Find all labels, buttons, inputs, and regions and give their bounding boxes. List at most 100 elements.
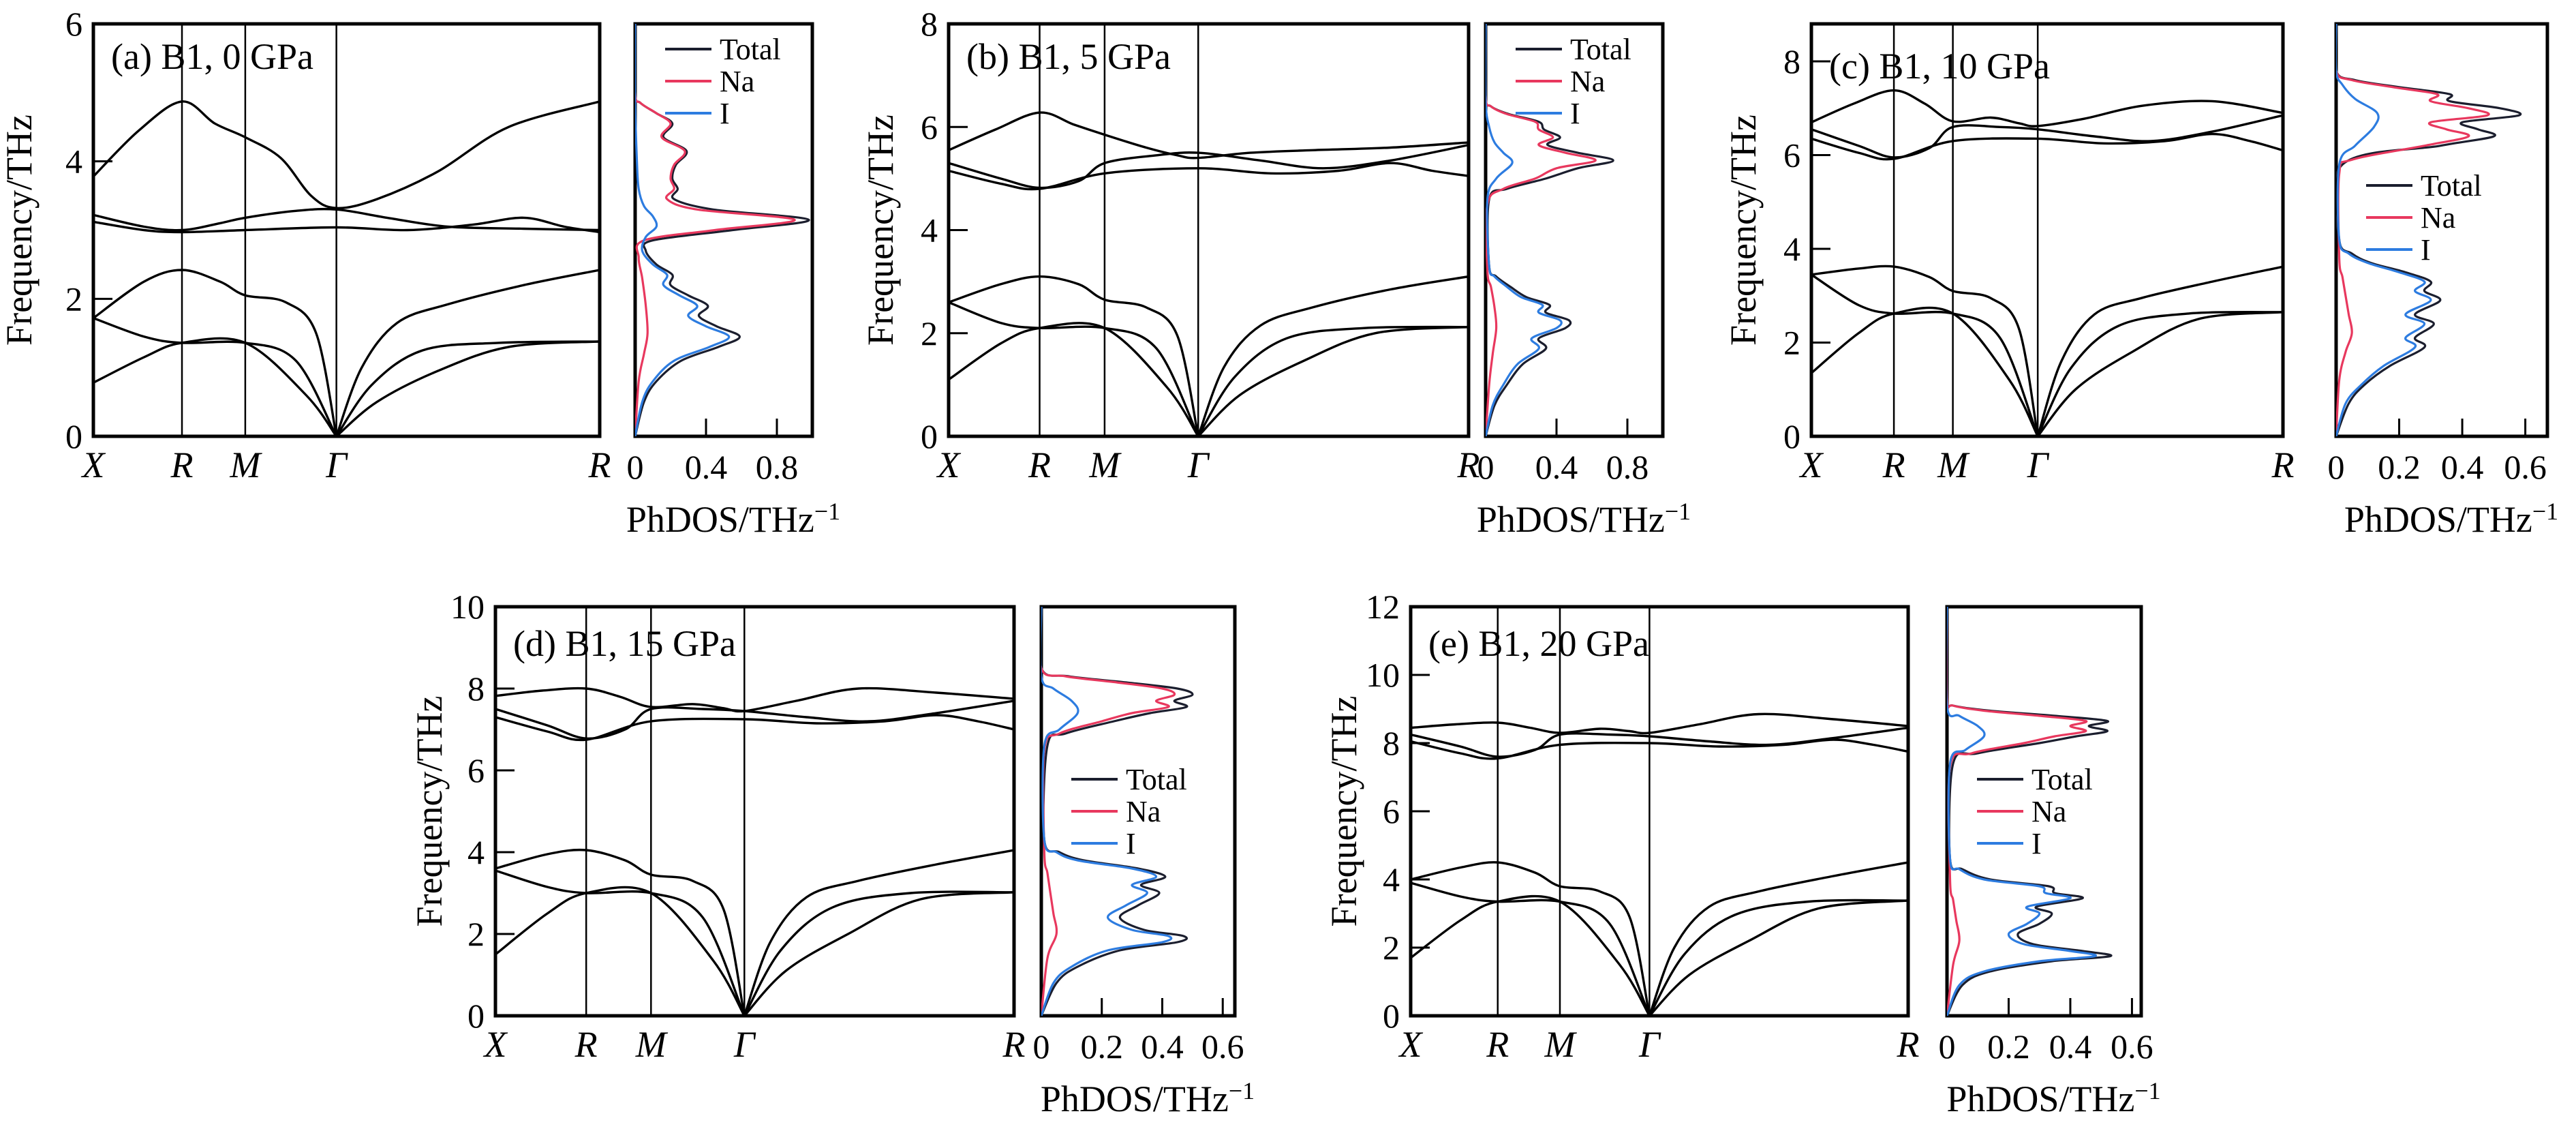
legend-label-total: Total <box>2031 763 2093 796</box>
freq-tick-label: 8 <box>1383 724 1400 762</box>
panel-c-title: (c) B1, 10 GPa <box>1829 46 2050 87</box>
legend-label-total: Total <box>1126 763 1187 796</box>
freq-axis-label-c: Frequency/THz <box>1723 115 1764 346</box>
legend-label-i: I <box>1126 827 1136 860</box>
band-branch-ta2 <box>949 322 1469 436</box>
band-branch-to2 <box>949 162 1469 191</box>
dos-curve-total <box>635 24 810 436</box>
band-branch-lo <box>949 111 1469 160</box>
freq-tick-label: 8 <box>467 669 485 708</box>
panel-a-title: (a) B1, 0 GPa <box>111 36 313 77</box>
legend-label-i: I <box>2421 233 2431 267</box>
freq-tick-label: 6 <box>1383 792 1400 830</box>
dos-tick-label: 0.4 <box>1535 448 1578 486</box>
dos-tick-label: 0.4 <box>2441 448 2484 486</box>
dos-curve-i <box>635 24 731 436</box>
freq-tick-label: 4 <box>65 142 82 181</box>
band-branch-ta1 <box>949 301 1469 436</box>
freq-axis-label-d: Frequency/THz <box>409 696 450 927</box>
band-branch-la <box>1411 861 1908 1016</box>
band-branch-la <box>495 848 1014 1016</box>
freq-tick-label: 0 <box>467 997 485 1035</box>
k-label-d-2: M <box>635 1024 669 1065</box>
legend-label-na: Na <box>1570 65 1605 98</box>
legend-label-total: Total <box>2421 169 2482 202</box>
k-label-b-2: M <box>1088 444 1122 485</box>
k-label-a-3: Γ <box>325 444 348 485</box>
band-branch-la <box>93 269 600 436</box>
freq-tick-label: 10 <box>450 588 485 626</box>
legend-label-i: I <box>1570 97 1580 130</box>
freq-axis-label-b: Frequency/THz <box>860 115 901 346</box>
dos-curve-na <box>1486 24 1597 436</box>
dos-curve-total <box>1947 607 2113 1016</box>
legend-label-total: Total <box>720 33 781 66</box>
band-branch-to1 <box>949 144 1469 190</box>
freq-tick-label: 4 <box>1383 860 1400 899</box>
band-branch-ta1 <box>1411 881 1908 1016</box>
dos-tick-label: 0.6 <box>2504 448 2547 486</box>
legend-label-i: I <box>720 97 730 130</box>
k-label-b-1: R <box>1028 444 1051 485</box>
dos-tick-label: 0 <box>1939 1027 1956 1066</box>
k-label-a-1: R <box>170 444 194 485</box>
k-label-a-4: R <box>588 444 611 485</box>
band-branch-la <box>949 275 1469 436</box>
k-label-b-4: R <box>1457 444 1480 485</box>
freq-axis-label-e: Frequency/THz <box>1323 696 1364 927</box>
dos-axis-label-a: PhDOS/THz−1 <box>626 498 840 540</box>
legend-label-i: I <box>2031 827 2042 860</box>
freq-tick-label: 4 <box>921 211 938 250</box>
freq-tick-label: 2 <box>467 915 485 953</box>
band-plot-frame <box>947 22 1471 438</box>
panel-e-title: (e) B1, 20 GPa <box>1428 623 1649 664</box>
band-branch-to2 <box>93 216 600 234</box>
dos-tick-label: 0 <box>1477 448 1494 486</box>
dos-curve-i <box>2336 24 2432 436</box>
band-branch-to2 <box>1411 738 1908 760</box>
band-branch-to1 <box>93 207 600 232</box>
legend-label-na: Na <box>720 65 754 98</box>
dos-curve-total <box>1041 607 1194 1016</box>
freq-tick-label: 6 <box>921 108 938 146</box>
dos-tick-label: 0 <box>1033 1027 1050 1066</box>
k-label-c-4: R <box>2271 444 2295 485</box>
dos-curve-i <box>1947 607 2098 1016</box>
band-branch-ta2 <box>1811 306 2283 436</box>
band-branch-ta2 <box>495 886 1014 1016</box>
k-label-e-0: X <box>1398 1024 1424 1065</box>
band-plot-frame <box>1409 605 1910 1018</box>
k-label-b-3: Γ <box>1187 444 1210 485</box>
freq-tick-label: 6 <box>467 751 485 789</box>
dos-tick-label: 0.4 <box>2049 1027 2092 1066</box>
dos-tick-label: 0.4 <box>1141 1027 1184 1066</box>
freq-tick-label: 10 <box>1366 656 1400 694</box>
dos-tick-label: 0.2 <box>1987 1027 2030 1066</box>
k-label-a-0: X <box>81 444 106 485</box>
freq-tick-label: 0 <box>1383 997 1400 1035</box>
band-branch-to2 <box>1811 132 2283 161</box>
freq-tick-label: 0 <box>65 417 82 455</box>
k-label-d-4: R <box>1002 1024 1026 1065</box>
freq-tick-label: 0 <box>1783 417 1800 455</box>
k-label-e-2: M <box>1544 1024 1578 1065</box>
freq-axis-label-a: Frequency/THz <box>0 115 40 346</box>
freq-tick-label: 2 <box>921 314 938 352</box>
dos-axis-label-e: PhDOS/THz−1 <box>1946 1077 2160 1119</box>
dos-tick-label: 0.4 <box>685 448 728 486</box>
